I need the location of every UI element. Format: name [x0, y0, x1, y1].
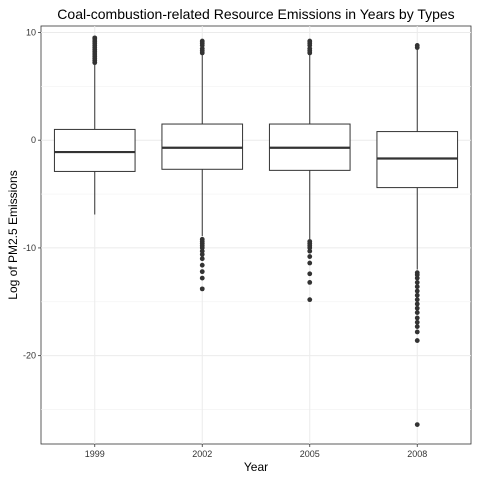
outlier-point	[414, 338, 420, 343]
outlier-point	[199, 286, 205, 292]
outlier-point	[307, 254, 313, 259]
outlier-point	[414, 305, 420, 311]
x-tick-label: 2002	[192, 449, 212, 459]
iqr-box	[53, 128, 136, 172]
outlier-point	[414, 422, 420, 428]
outlier-point	[414, 288, 420, 294]
outlier-point	[307, 271, 313, 277]
outlier-point	[307, 260, 313, 266]
box-1999	[53, 35, 136, 215]
y-axis-title: Log of PM2.5 Emissions	[6, 170, 20, 299]
outlier-point	[199, 275, 205, 281]
outlier-point	[307, 248, 313, 254]
outlier-point	[414, 310, 420, 315]
x-axis: 1999 2002 2005 2008	[85, 444, 427, 459]
box-2008	[376, 42, 459, 428]
outlier-point	[414, 329, 420, 335]
outlier-point	[199, 269, 205, 275]
outlier-point	[307, 297, 313, 303]
outlier-point	[414, 284, 420, 290]
outlier-point	[92, 35, 98, 41]
y-axis: 10 0 -10 -20	[23, 27, 41, 361]
outlier-point	[414, 315, 420, 321]
y-tick-label: -10	[23, 243, 36, 253]
outlier-point	[414, 280, 420, 285]
outlier-point	[414, 42, 420, 48]
boxes	[53, 35, 459, 428]
outlier-point	[307, 38, 313, 44]
chart-title: Coal-combustion-related Resource Emissio…	[57, 6, 454, 22]
box-2005	[268, 38, 351, 303]
outlier-point	[414, 324, 420, 329]
y-tick-label: -20	[23, 351, 36, 361]
outlier-point	[199, 256, 205, 262]
outlier-point	[199, 262, 205, 268]
outlier-point	[414, 297, 420, 303]
x-axis-title: Year	[244, 460, 268, 474]
outlier-point	[414, 301, 420, 307]
plot-panel	[40, 25, 472, 445]
x-tick-label: 1999	[85, 449, 105, 459]
outlier-point	[414, 319, 420, 325]
outlier-point	[307, 280, 313, 285]
x-tick-label: 2005	[300, 449, 320, 459]
outlier-point	[199, 251, 205, 257]
x-tick-label: 2008	[407, 449, 427, 459]
box-2002	[161, 38, 244, 292]
y-tick-label: 10	[26, 27, 36, 37]
outlier-point	[199, 38, 205, 44]
y-tick-label: 0	[31, 135, 36, 145]
outlier-point	[414, 292, 420, 298]
outlier-point	[414, 275, 420, 281]
